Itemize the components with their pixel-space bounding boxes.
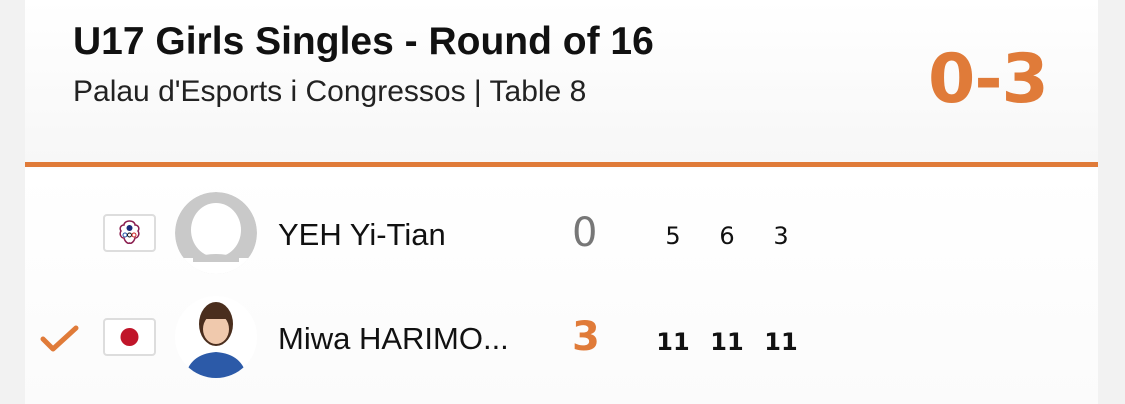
game-score: 3 [773, 222, 789, 250]
sets-won: 3 [572, 314, 600, 360]
player-row: Miwa HARIMO... 3 11 11 11 [25, 296, 1098, 386]
placeholder-avatar-icon [175, 192, 257, 274]
game-score: 11 [764, 328, 798, 356]
game-score: 11 [710, 328, 744, 356]
divider [25, 162, 1098, 167]
match-score: 0-3 [928, 40, 1049, 119]
chinese-taipei-flag-icon [103, 214, 156, 252]
player-name[interactable]: YEH Yi-Tian [278, 217, 446, 252]
match-card[interactable]: U17 Girls Singles - Round of 16 Palau d'… [25, 0, 1098, 404]
game-score: 5 [665, 222, 681, 250]
game-score: 11 [656, 328, 690, 356]
venue-table: Palau d'Esports i Congressos | Table 8 [73, 75, 587, 108]
game-score: 6 [719, 222, 735, 250]
player-photo-icon [175, 296, 257, 378]
match-title: U17 Girls Singles - Round of 16 [73, 20, 654, 63]
japan-flag-icon [103, 318, 156, 356]
player-row: YEH Yi-Tian 0 5 6 3 [25, 192, 1098, 282]
winner-check-icon [40, 324, 80, 354]
player-name[interactable]: Miwa HARIMO... [278, 321, 509, 356]
sets-won: 0 [572, 210, 598, 256]
